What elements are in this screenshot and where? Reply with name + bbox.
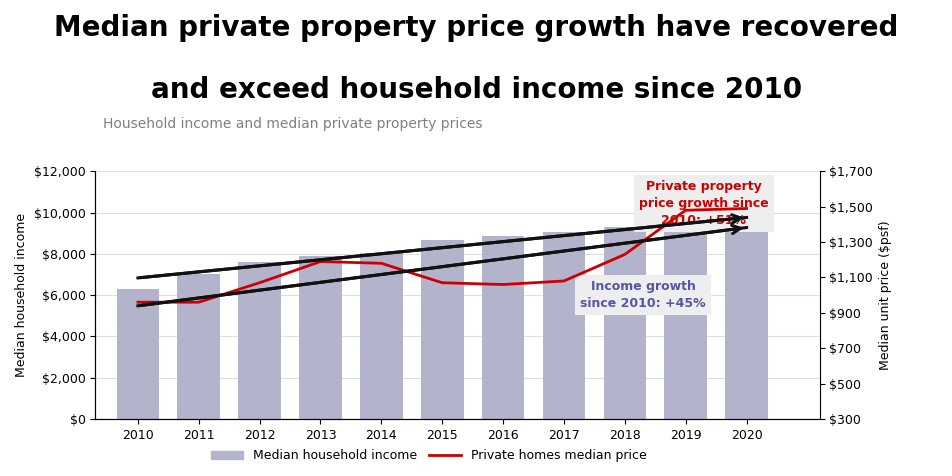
Bar — [482, 237, 524, 419]
Text: and exceed household income since 2010: and exceed household income since 2010 — [150, 76, 802, 104]
Text: Private property
price growth since
2010: +51%: Private property price growth since 2010… — [639, 180, 768, 227]
Text: Median private property price growth have recovered: Median private property price growth hav… — [54, 14, 898, 42]
Bar — [603, 227, 645, 419]
Text: Household income and median private property prices: Household income and median private prop… — [103, 117, 482, 131]
Bar — [421, 240, 463, 419]
Text: Income growth
since 2010: +45%: Income growth since 2010: +45% — [580, 280, 705, 310]
Bar — [724, 230, 767, 419]
Legend: Median household income, Private homes median price: Median household income, Private homes m… — [207, 445, 650, 467]
Y-axis label: Median household income: Median household income — [15, 213, 29, 377]
Bar — [542, 232, 585, 419]
Bar — [238, 262, 281, 419]
Bar — [177, 275, 220, 419]
Bar — [360, 253, 403, 419]
Bar — [664, 224, 706, 419]
Y-axis label: Median unit price ($psf): Median unit price ($psf) — [878, 220, 891, 370]
Bar — [116, 289, 159, 419]
Bar — [299, 256, 342, 419]
